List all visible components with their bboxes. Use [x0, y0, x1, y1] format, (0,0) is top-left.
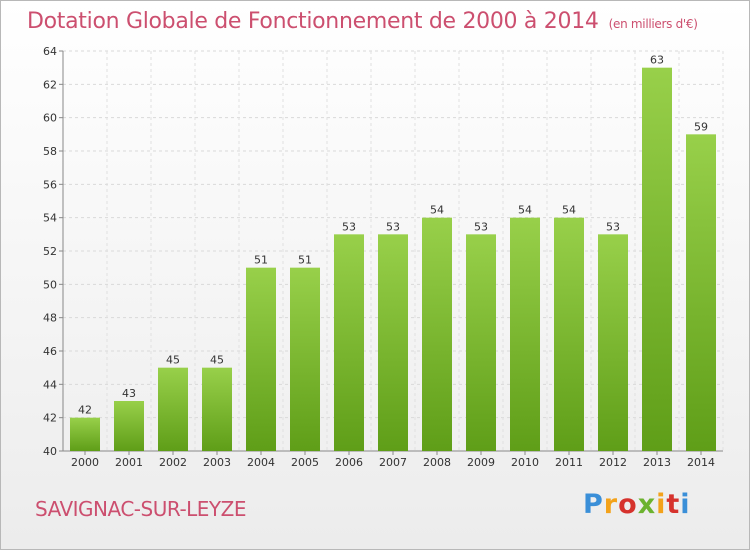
y-tick-label: 50 — [43, 278, 57, 291]
data-label-2005: 51 — [298, 254, 312, 267]
x-tick-label-2002: 2002 — [159, 456, 187, 469]
commune-name: SAVIGNAC-SUR-LEYZE — [35, 497, 247, 521]
bar-2009 — [466, 234, 496, 451]
y-tick-label: 60 — [43, 112, 57, 125]
x-tick-label-2007: 2007 — [379, 456, 407, 469]
data-label-2006: 53 — [342, 220, 356, 233]
y-tick-label: 46 — [43, 345, 57, 358]
bar-2006 — [334, 234, 364, 451]
bar-2004 — [246, 267, 276, 451]
label-layer: 42 43 45 45 51 51 53 53 54 53 54 54 53 63 59 — [78, 54, 708, 417]
y-tick-label: 56 — [43, 178, 57, 191]
bar-layer — [70, 67, 716, 452]
chart-title-text: Dotation Globale de Fonctionnement de 20… — [27, 9, 599, 34]
x-tick-label-2003: 2003 — [203, 456, 231, 469]
data-label-2014: 59 — [694, 120, 708, 133]
x-tick-label-2013: 2013 — [643, 456, 671, 469]
bar-2011 — [554, 217, 584, 451]
data-label-2004: 51 — [254, 254, 268, 267]
bar-2000 — [70, 417, 100, 451]
data-label-2009: 53 — [474, 220, 488, 233]
bar-2003 — [202, 367, 232, 451]
bar-2010 — [510, 217, 540, 451]
data-label-2002: 45 — [166, 354, 180, 367]
y-tick-label: 58 — [43, 145, 57, 158]
bar-2013 — [642, 67, 672, 452]
x-tick-label-2009: 2009 — [467, 456, 495, 469]
y-tick-label: 42 — [43, 412, 57, 425]
bar-2005 — [290, 267, 320, 451]
chart-unit: (en milliers d'€) — [608, 17, 698, 31]
y-tick-label: 44 — [43, 378, 57, 391]
x-tick-label-2011: 2011 — [555, 456, 583, 469]
bar-2008 — [422, 217, 452, 451]
x-tick-label-2014: 2014 — [687, 456, 715, 469]
data-label-2011: 54 — [562, 204, 576, 217]
y-tick-label: 64 — [43, 45, 57, 58]
x-tick-label-2006: 2006 — [335, 456, 363, 469]
x-tick-label-2010: 2010 — [511, 456, 539, 469]
data-label-2012: 53 — [606, 220, 620, 233]
x-tick-label-2012: 2012 — [599, 456, 627, 469]
x-tick-label-2001: 2001 — [115, 456, 143, 469]
bar-2001 — [114, 401, 144, 451]
data-label-2001: 43 — [122, 387, 136, 400]
y-tick-label: 48 — [43, 312, 57, 325]
x-tick-label-2008: 2008 — [423, 456, 451, 469]
bar-2007 — [378, 234, 408, 451]
data-label-2003: 45 — [210, 354, 224, 367]
data-label-2007: 53 — [386, 220, 400, 233]
y-tick-label: 40 — [43, 445, 57, 458]
data-label-2000: 42 — [78, 404, 92, 417]
bar-2002 — [158, 367, 188, 451]
bar-2014 — [686, 134, 716, 452]
chart-title: Dotation Globale de Fonctionnement de 20… — [27, 9, 698, 34]
bar-2012 — [598, 234, 628, 451]
data-label-2008: 54 — [430, 204, 444, 217]
x-tick-label-2005: 2005 — [291, 456, 319, 469]
x-tick-label-2004: 2004 — [247, 456, 275, 469]
data-label-2010: 54 — [518, 204, 532, 217]
y-tick-label: 52 — [43, 245, 57, 258]
x-tick-label-2000: 2000 — [71, 456, 99, 469]
y-tick-label: 62 — [43, 78, 57, 91]
proxiti-logo[interactable]: Proxiti — [583, 489, 691, 520]
data-label-2013: 63 — [650, 54, 664, 67]
y-tick-label: 54 — [43, 212, 57, 225]
